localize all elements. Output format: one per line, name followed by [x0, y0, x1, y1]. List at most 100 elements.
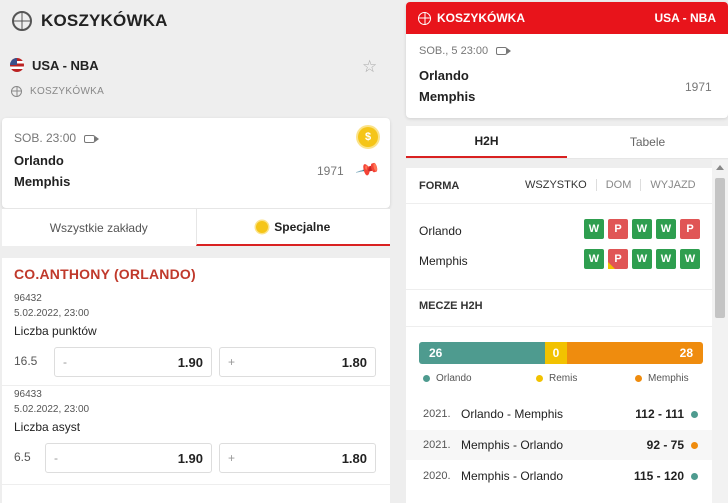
match-datetime-text: SOB., 5 23:00	[419, 45, 489, 57]
market-name: Liczba asyst	[14, 420, 81, 434]
match-year: 2020.	[423, 470, 451, 482]
result-badge: P	[680, 219, 700, 239]
winner-dot	[691, 442, 698, 449]
wins-memphis: 28	[567, 342, 703, 364]
h2h-summary-bar: 26 0 28	[419, 342, 703, 364]
market-name: Liczba punktów	[14, 324, 97, 338]
sport-name: KOSZYKÓWKA	[30, 85, 105, 97]
filter-all[interactable]: WSZYSTKO	[525, 179, 587, 191]
sport-bar-left: KOSZYKÓWKA	[418, 11, 525, 25]
match-number: 1971	[685, 80, 712, 94]
tab-all-bets[interactable]: Wszystkie zakłady	[49, 220, 148, 235]
video-camera-icon	[84, 134, 100, 143]
tab-specials-label: Specjalne	[274, 219, 331, 234]
minus-sign: -	[63, 355, 67, 369]
bet-tabs: Wszystkie zakłady Specjalne	[2, 208, 390, 246]
section-header: KOSZYKÓWKA	[0, 0, 392, 42]
coin-icon	[256, 220, 269, 233]
draws: 0	[545, 342, 567, 364]
basketball-icon	[418, 11, 431, 25]
divider	[2, 484, 390, 485]
legend-dot	[536, 375, 543, 382]
stats-tabs: H2H Tabele	[406, 126, 728, 159]
team-home: Orlando	[14, 153, 64, 168]
tab-specials[interactable]: Specjalne	[195, 209, 390, 246]
odd-value: 1.80	[341, 450, 367, 466]
result-badge: W	[656, 249, 676, 269]
winner-dot	[691, 411, 698, 418]
divider	[2, 385, 390, 386]
h2h-match-row[interactable]: 2021. Orlando - Memphis 112 - 111	[406, 399, 712, 429]
result-badge: W	[656, 219, 676, 239]
legend-dot	[423, 375, 430, 382]
match-score: 115 - 120	[633, 469, 684, 483]
match-info-card: KOSZYKÓWKA USA - NBA SOB., 5 23:00 Orlan…	[406, 2, 728, 118]
team-away: Memphis	[14, 174, 71, 189]
special-coin-icon: $	[358, 127, 378, 147]
match-year: 2021.	[423, 408, 451, 420]
h2h-match-row[interactable]: 2021. Memphis - Orlando 92 - 75	[406, 430, 712, 460]
market-line: 6.5	[14, 450, 31, 464]
odd-plus-button[interactable]: + 1.80	[219, 443, 376, 473]
market-line: 16.5	[14, 354, 38, 368]
market-id: 96432	[14, 293, 42, 304]
market-date: 5.02.2022, 23:00	[14, 404, 90, 415]
result-badge: P	[608, 249, 628, 269]
basketball-icon	[12, 11, 32, 31]
plus-sign: +	[228, 451, 236, 465]
winner-dot	[691, 473, 698, 480]
divider	[406, 289, 712, 290]
h2h-match-row[interactable]: 2020. Memphis - Orlando 115 - 120	[406, 461, 712, 491]
legend-label: Remis	[549, 373, 578, 384]
result-badge: W	[680, 249, 700, 269]
scrollbar-thumb[interactable]	[715, 178, 725, 318]
form-label: FORMA	[419, 180, 460, 192]
scroll-up-arrow-icon[interactable]	[716, 165, 724, 170]
league-row[interactable]: USA - NBA	[0, 42, 392, 88]
scrollbar[interactable]	[712, 160, 728, 503]
form-badges: W P W W P	[580, 219, 700, 239]
league-name[interactable]: USA - NBA	[32, 57, 99, 73]
odd-value: 1.80	[341, 354, 367, 370]
odd-value: 1.90	[177, 450, 203, 466]
legend-dot	[635, 375, 642, 382]
result-badge: W	[584, 249, 604, 269]
form-row-orlando: Orlando W P W W P	[406, 216, 712, 246]
team-away: Memphis	[419, 89, 476, 104]
market-id: 96433	[14, 389, 42, 400]
form-row-memphis: Memphis W P W W W	[406, 246, 712, 276]
legend-label: Orlando	[436, 373, 472, 384]
divider	[406, 326, 712, 327]
form-badges: W P W W W	[580, 249, 700, 269]
video-camera-icon	[496, 47, 512, 56]
sport-row: KOSZYKÓWKA	[0, 82, 392, 100]
stats-panel: FORMA WSZYSTKO DOM WYJAZD Orlando W P W …	[406, 168, 712, 503]
match-datetime: SOB. 23:00	[14, 131, 100, 145]
odd-minus-button[interactable]: - 1.90	[54, 347, 212, 377]
match-year: 2021.	[423, 439, 451, 451]
result-badge: W	[584, 219, 604, 239]
match-card[interactable]: SOB. 23:00 Orlando Memphis 1971 $	[2, 118, 390, 208]
match-datetime: SOB., 5 23:00	[419, 45, 512, 57]
player-name: CO.ANTHONY (ORLANDO)	[14, 266, 196, 282]
tab-h2h[interactable]: H2H	[406, 126, 567, 158]
league-label: USA - NBA	[654, 11, 716, 25]
odd-minus-button[interactable]: - 1.90	[45, 443, 212, 473]
filter-away[interactable]: WYJAZD	[640, 179, 704, 191]
team-name: Memphis	[419, 254, 468, 268]
favorite-star-icon[interactable]: ☆	[362, 57, 378, 76]
filter-home[interactable]: DOM	[595, 179, 641, 191]
result-badge: P	[608, 219, 628, 239]
legend-draw: Remis	[536, 373, 577, 384]
odd-plus-button[interactable]: + 1.80	[219, 347, 376, 377]
match-score: 92 - 75	[646, 438, 684, 452]
basketball-small-icon	[11, 85, 22, 97]
odd-value: 1.90	[177, 354, 203, 370]
sport-label: KOSZYKÓWKA	[437, 11, 525, 25]
result-badge: W	[632, 249, 652, 269]
sport-bar: KOSZYKÓWKA USA - NBA	[406, 2, 728, 34]
section-title: KOSZYKÓWKA	[41, 11, 168, 30]
form-filters: WSZYSTKO DOM WYJAZD	[516, 179, 705, 191]
match-number: 1971	[317, 164, 344, 178]
tab-tables[interactable]: Tabele	[629, 135, 666, 149]
